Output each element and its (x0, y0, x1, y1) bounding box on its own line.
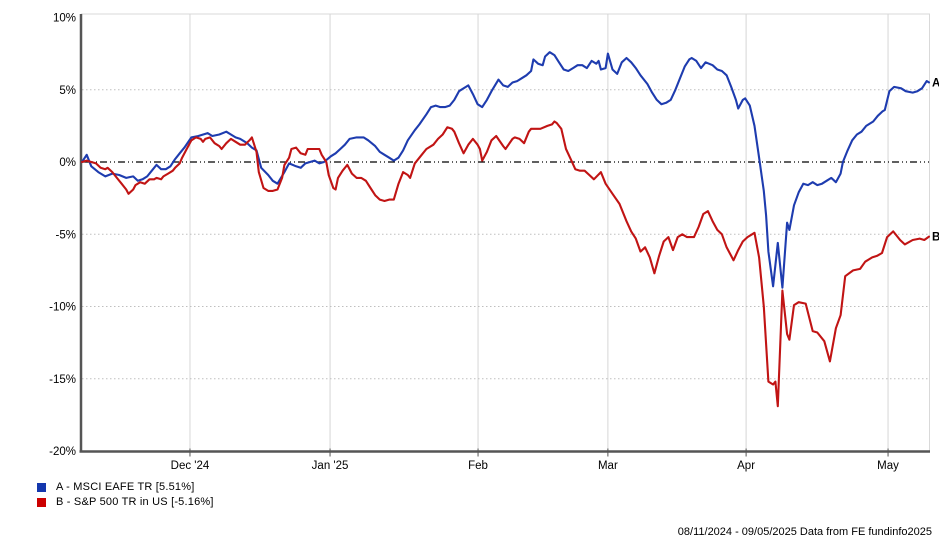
y-tick-label: -15% (49, 374, 76, 386)
y-tick-label: -5% (56, 229, 76, 241)
y-tick-label: -10% (49, 302, 76, 314)
y-tick-label: -20% (49, 446, 76, 458)
date-range-and-source-text: 08/11/2024 - 09/05/2025 Data from FE fun… (677, 526, 932, 538)
legend-label-a: A - MSCI EAFE TR [5.51%] (56, 481, 195, 493)
series-A-line (80, 51, 931, 289)
y-tick-label: 0% (59, 157, 76, 169)
legend-swatch-b-icon (37, 497, 46, 507)
y-tick-label: 10% (53, 13, 76, 25)
x-tick-label: Mar (598, 460, 618, 472)
legend-item-b: B - S&P 500 TR in US [-5.16%] (37, 495, 214, 509)
legend-label-b: B - S&P 500 TR in US [-5.16%] (56, 496, 214, 508)
chart-legend: A - MSCI EAFE TR [5.51%] B - S&P 500 TR … (37, 480, 214, 510)
x-tick-label: May (877, 460, 899, 472)
series-B-line (80, 120, 931, 408)
y-tick-label: 5% (59, 85, 76, 97)
x-tick-label: Dec '24 (171, 460, 210, 472)
series-A-end-label: A (932, 77, 939, 89)
x-tick-label: Feb (468, 460, 488, 472)
legend-item-a: A - MSCI EAFE TR [5.51%] (37, 480, 214, 494)
series-B-end-label: B (932, 232, 939, 244)
x-tick-label: Jan '25 (312, 460, 349, 472)
legend-swatch-a-icon (37, 482, 46, 492)
x-tick-label: Apr (737, 460, 755, 472)
